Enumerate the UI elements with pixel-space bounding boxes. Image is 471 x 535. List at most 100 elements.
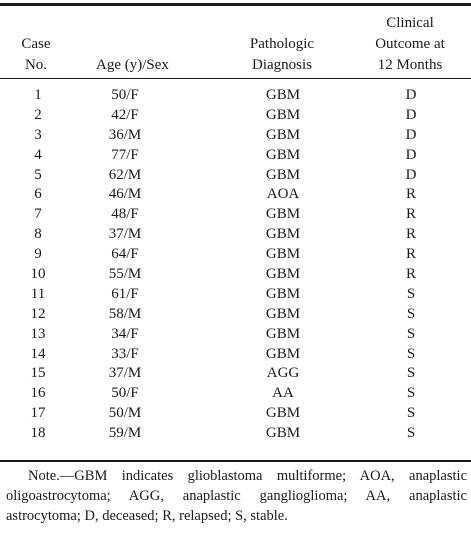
table-row: 9 64/F GBM R — [0, 244, 471, 264]
header-case-line1: Case — [21, 36, 51, 52]
cell-diagnosis: GBM — [265, 226, 301, 243]
table-row: 18 59/M GBM S — [0, 423, 471, 443]
header-path-line2: Diagnosis — [252, 57, 312, 73]
cell-outcome: R — [405, 266, 416, 283]
cell-diagnosis: GBM — [265, 285, 301, 302]
cell-age-sex: 61/F — [111, 285, 139, 302]
cell-age-sex: 37/M — [108, 365, 142, 382]
cell-age-sex: 62/M — [108, 166, 142, 183]
cell-diagnosis: GBM — [265, 305, 301, 322]
cell-outcome: S — [406, 405, 416, 422]
table-row: 13 34/F GBM S — [0, 324, 471, 344]
cell-outcome: S — [406, 365, 416, 382]
cell-age-sex: 34/F — [111, 325, 139, 342]
table-row: 16 50/F AA S — [0, 383, 471, 403]
cell-outcome: S — [406, 345, 416, 362]
cell-case-no: 13 — [30, 325, 46, 342]
cell-diagnosis: GBM — [265, 246, 301, 263]
cell-outcome: R — [405, 246, 416, 263]
table-note: Note.—GBM indicates glioblastoma multifo… — [6, 468, 467, 524]
cell-outcome: D — [405, 146, 417, 163]
cell-case-no: 1 — [34, 87, 42, 103]
cell-case-no: 2 — [34, 106, 42, 123]
cell-outcome: R — [405, 186, 416, 203]
cell-outcome: S — [406, 285, 416, 302]
cell-outcome: D — [405, 106, 417, 123]
cell-diagnosis: GBM — [265, 206, 301, 223]
cell-age-sex: 36/M — [108, 126, 142, 143]
cell-case-no: 4 — [34, 146, 42, 163]
cell-case-no: 18 — [30, 425, 46, 442]
cell-age-sex: 37/M — [108, 226, 142, 243]
table-row: 1 50/F GBM D — [0, 85, 471, 105]
table-row: 11 61/F GBM S — [0, 284, 471, 304]
cell-case-no: 11 — [30, 285, 46, 302]
cell-case-no: 16 — [30, 385, 46, 402]
header-clinical-outcome: Clinical Outcome at 12 Months — [356, 13, 464, 76]
cell-outcome: D — [405, 166, 417, 183]
table-row: 6 46/M AOA R — [0, 184, 471, 204]
table-body: 1 50/F GBM D 2 42/F GBM D 3 36/M GBM D 4 77/F GBM D 5 62/… — [0, 85, 471, 443]
header-age-sex: Age (y)/Sex — [96, 57, 169, 73]
cell-case-no: 10 — [30, 266, 46, 283]
cell-diagnosis: GBM — [265, 166, 301, 183]
cell-case-no: 3 — [34, 126, 42, 143]
header-case-line2: No. — [24, 57, 48, 73]
cell-age-sex: 46/M — [108, 186, 142, 203]
cell-case-no: 9 — [34, 246, 42, 263]
cell-diagnosis: GBM — [265, 425, 301, 442]
cell-case-no: 7 — [34, 206, 42, 223]
cell-outcome: S — [406, 425, 416, 442]
cell-age-sex: 64/F — [111, 246, 139, 263]
cell-age-sex: 55/M — [108, 266, 142, 283]
cell-diagnosis: GBM — [265, 345, 301, 362]
cell-case-no: 15 — [30, 365, 46, 382]
cell-outcome: S — [406, 325, 416, 342]
table-row: 4 77/F GBM D — [0, 145, 471, 165]
cell-diagnosis: GBM — [265, 126, 301, 143]
cell-diagnosis: GBM — [265, 146, 301, 163]
cell-diagnosis: GBM — [265, 266, 301, 283]
cell-diagnosis: GBM — [265, 87, 301, 103]
table-row: 8 37/M GBM R — [0, 224, 471, 244]
table-row: 3 36/M GBM D — [0, 125, 471, 145]
cell-age-sex: 77/F — [111, 146, 139, 163]
bottom-rule — [0, 460, 471, 462]
cell-case-no: 12 — [30, 305, 46, 322]
header-pathologic-diagnosis: Pathologic Diagnosis — [238, 34, 326, 76]
table-row: 14 33/F GBM S — [0, 344, 471, 364]
table-row: 17 50/M GBM S — [0, 403, 471, 423]
table-row: 15 37/M AGG S — [0, 363, 471, 383]
header-clin-line1: Clinical — [386, 15, 434, 31]
cell-case-no: 8 — [34, 226, 42, 243]
table-row: 10 55/M GBM R — [0, 264, 471, 284]
cell-diagnosis: AA — [272, 385, 294, 402]
table-row: 7 48/F GBM R — [0, 204, 471, 224]
cell-age-sex: 59/M — [108, 425, 142, 442]
cell-diagnosis: AGG — [266, 365, 300, 382]
header-rule — [0, 78, 471, 79]
cell-diagnosis: GBM — [265, 405, 301, 422]
header-case-no: Case No. — [14, 34, 58, 76]
cell-age-sex: 33/F — [111, 345, 139, 362]
header-clin-line2: Outcome at — [375, 36, 445, 52]
cell-age-sex: 58/M — [108, 305, 142, 322]
cell-outcome: R — [405, 226, 416, 243]
cell-outcome: S — [406, 385, 416, 402]
table-row: 2 42/F GBM D — [0, 105, 471, 125]
cell-age-sex: 50/M — [108, 405, 142, 422]
cell-case-no: 14 — [30, 345, 46, 362]
table-row: 12 58/M GBM S — [0, 304, 471, 324]
cell-diagnosis: AOA — [266, 186, 300, 203]
cell-age-sex: 50/F — [111, 87, 139, 103]
cell-age-sex: 42/F — [111, 106, 139, 123]
header-clin-line3: 12 Months — [377, 57, 443, 73]
cell-diagnosis: GBM — [265, 106, 301, 123]
cell-case-no: 6 — [34, 186, 42, 203]
cell-age-sex: 48/F — [111, 206, 139, 223]
cell-age-sex: 50/F — [111, 385, 139, 402]
cell-outcome: D — [405, 87, 417, 103]
cell-outcome: D — [405, 126, 417, 143]
top-rule — [0, 3, 471, 6]
cell-case-no: 5 — [34, 166, 42, 183]
